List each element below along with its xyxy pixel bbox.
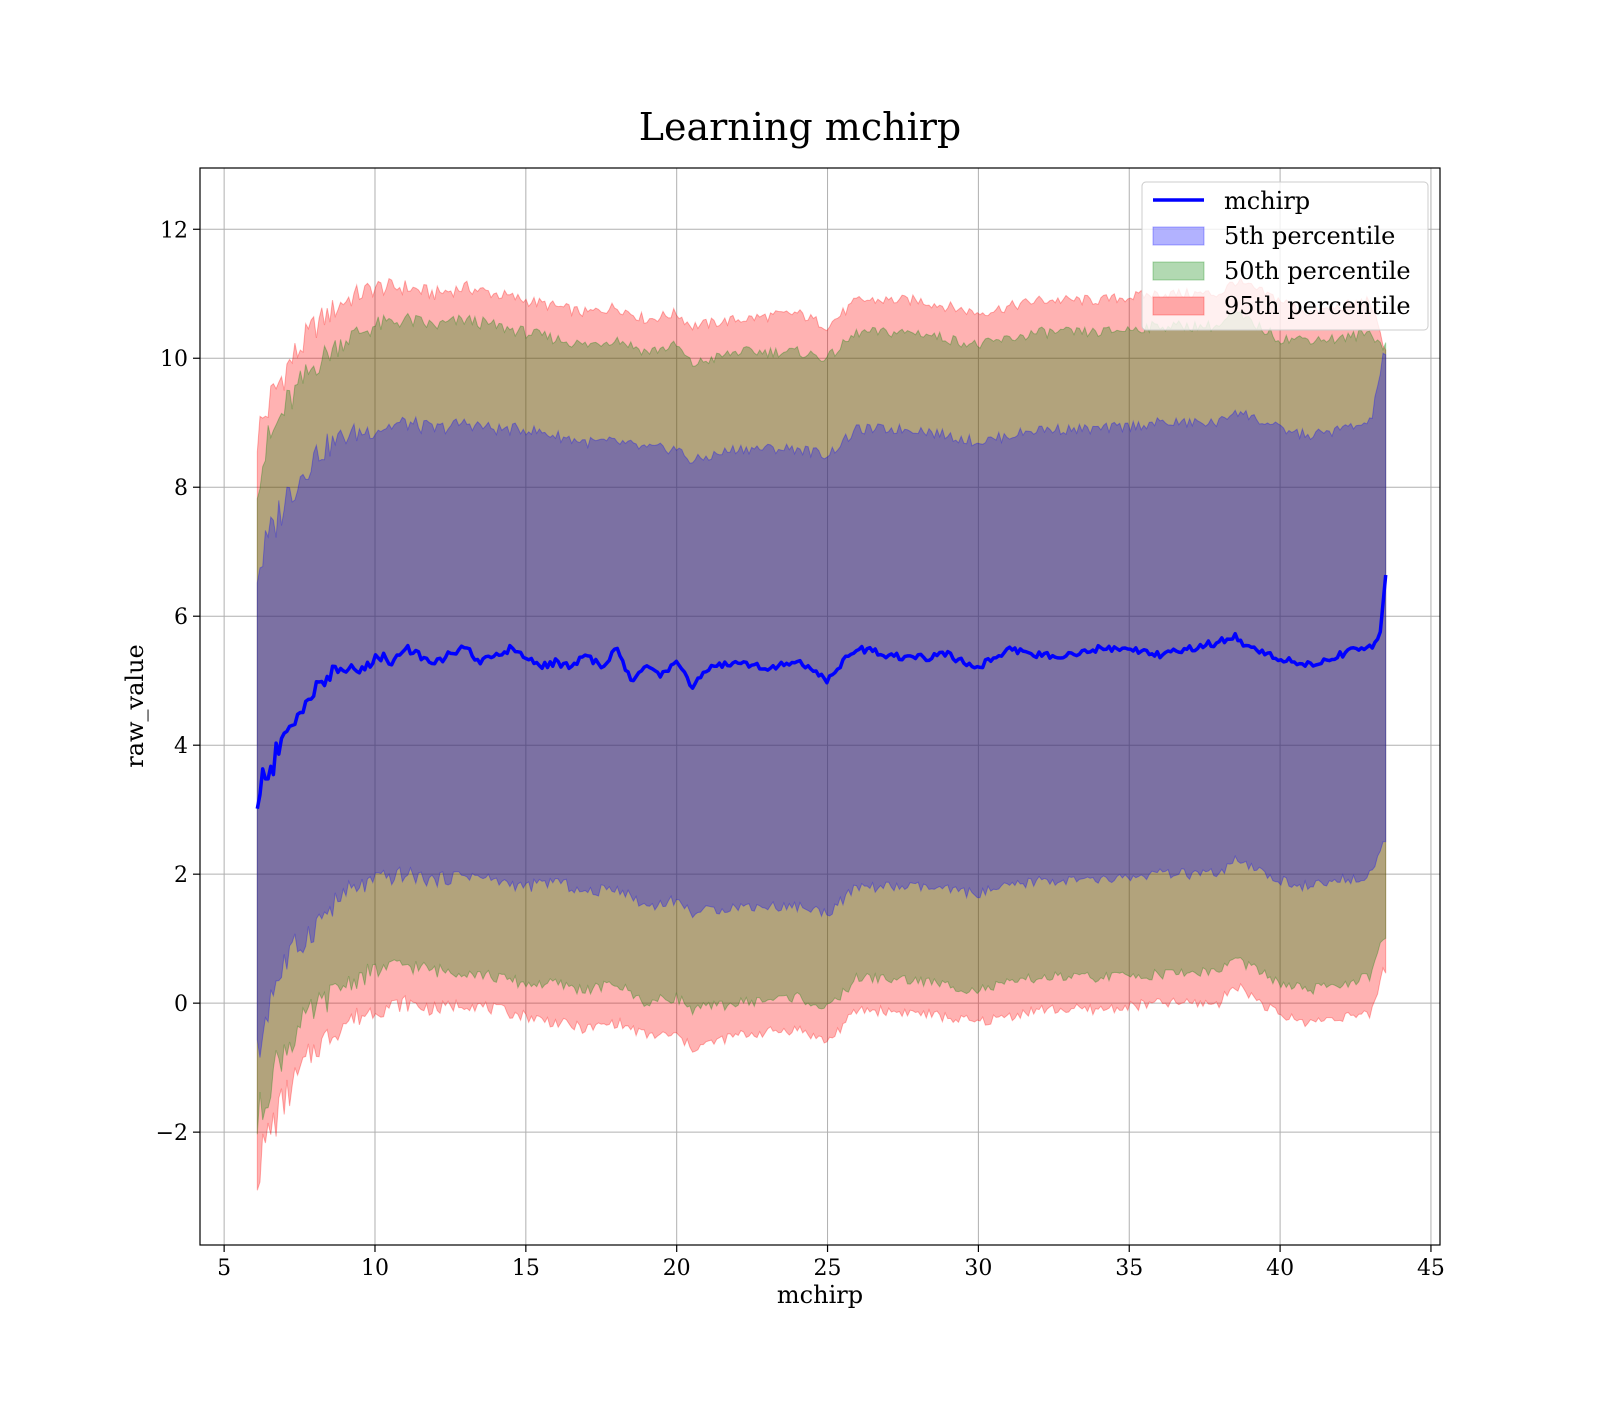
mchirp-line [255, 574, 1388, 810]
y-tick-label: 8 [174, 476, 188, 501]
band-95th-percentile [256, 276, 1387, 1191]
legend-label-50th: 50th percentile [1224, 257, 1411, 285]
x-tick-label: 30 [964, 1256, 992, 1281]
mchirp-series-line [255, 574, 1388, 810]
legend: mchirp 5th percentile 50th percentile 95… [1141, 181, 1429, 331]
legend-swatch-95th [1152, 296, 1205, 316]
x-tick-label: 45 [1417, 1256, 1445, 1281]
y-tick-label: 10 [160, 347, 188, 372]
plot-frame [199, 167, 1441, 1246]
legend-label-5th: 5th percentile [1224, 222, 1395, 250]
y-tick-label: 4 [174, 734, 188, 759]
x-tick-label: 10 [361, 1256, 389, 1281]
x-axis-ticks: 5 10 15 20 25 30 35 40 45 [217, 1245, 1445, 1281]
legend-swatch-5th [1152, 226, 1205, 246]
y-tick-label: 0 [174, 992, 188, 1017]
chart-title: Learning mchirp [639, 105, 961, 149]
x-tick-label: 15 [512, 1256, 540, 1281]
band-5th-percentile [256, 352, 1387, 1058]
y-tick-label: 12 [160, 218, 188, 243]
x-tick-label: 40 [1266, 1256, 1294, 1281]
y-axis-label: raw_value [121, 644, 149, 768]
legend-frame [1141, 181, 1429, 331]
percentile-bands [256, 276, 1387, 1191]
x-tick-label: 5 [217, 1256, 231, 1281]
x-tick-label: 20 [663, 1256, 691, 1281]
x-tick-label: 35 [1115, 1256, 1143, 1281]
band-50th-percentile [256, 309, 1387, 1135]
legend-label-95th: 95th percentile [1224, 292, 1411, 320]
x-tick-label: 25 [814, 1256, 842, 1281]
x-axis-label: mchirp [777, 1281, 863, 1309]
y-tick-label: 6 [174, 605, 188, 630]
y-tick-label: 2 [174, 863, 188, 888]
grid-lines [200, 168, 1440, 1245]
legend-label-mchirp: mchirp [1224, 187, 1310, 215]
legend-swatch-50th [1152, 261, 1205, 281]
y-tick-label: −2 [156, 1121, 188, 1146]
y-axis-ticks: −2 0 2 4 6 8 10 12 [156, 218, 200, 1146]
